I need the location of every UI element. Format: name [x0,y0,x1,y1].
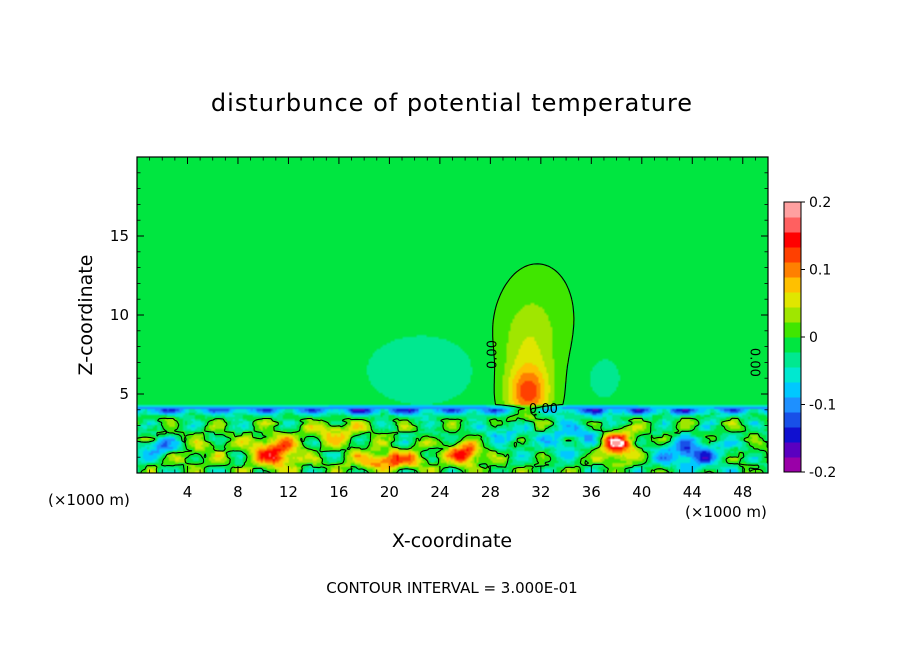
colorbar-swatch [784,367,801,383]
contour-label: 0.00 [529,402,558,417]
colorbar-tick-label: 0 [809,330,818,346]
x-tick-label: 44 [683,483,702,501]
x-tick-label: 20 [380,483,399,501]
colorbar-swatch [784,292,801,308]
x-tick-label: 16 [329,483,348,501]
x-tick-label: 32 [531,483,550,501]
x-tick-label: 48 [733,483,752,501]
x-unit-label-left: (×1000 m) [48,491,130,509]
colorbar-swatch [784,352,801,368]
colorbar-swatch [784,247,801,263]
chart-title: disturbunce of potential temperature [211,89,693,117]
colorbar-swatch [784,277,801,293]
colorbar-swatch [784,382,801,398]
colorbar-swatch [784,397,801,413]
contour-label: 0.00 [486,340,501,369]
y-axis-ticks: 5 10 15 [110,172,768,458]
contour-labels: 0.00 0.00 0.00 [486,340,762,417]
colorbar-swatch [784,337,801,353]
y-axis-label: Z-coordinate [75,255,97,376]
x-tick-label: 24 [430,483,449,501]
contour-interval-note: CONTOUR INTERVAL = 3.000E-01 [326,579,577,597]
colorbar-swatch [784,412,801,428]
colorbar-swatch [784,322,801,338]
y-tick-label: 10 [110,306,129,324]
colorbar-swatch [784,457,801,473]
colorbar-tick-label: -0.1 [809,398,836,414]
colorbar: 0.2 0.1 0 -0.1 -0.2 [783,195,836,481]
y-tick-label: 15 [110,227,129,245]
x-tick-label: 12 [279,483,298,501]
x-unit-label-right: (×1000 m) [685,503,767,521]
x-axis-label: X-coordinate [392,530,512,552]
colorbar-swatch [784,217,801,233]
x-tick-label: 4 [183,483,193,501]
colorbar-tick-label: -0.2 [809,465,836,481]
x-axis-ticks: 4 8 12 16 20 24 28 32 36 40 44 48 [149,157,756,501]
heatmap-field [137,157,768,473]
contour-line [137,263,768,473]
contour-lines [137,263,768,473]
colorbar-tick-label: 0.2 [809,195,831,211]
colorbar-swatch [784,232,801,248]
colorbar-swatch [784,442,801,458]
plot-area: 0.00 0.000.00 4 8 12 16 20 24 28 32 36 40 44 48 5101… [110,156,769,501]
x-tick-label: 40 [632,483,651,501]
x-tick-label: 28 [481,483,500,501]
colorbar-swatch [784,262,801,278]
colorbar-swatch [784,307,801,323]
x-tick-label: 36 [582,483,601,501]
colorbar-swatch [784,427,801,443]
colorbar-swatch [784,202,801,218]
y-tick-label: 5 [119,385,129,403]
contour-label: 0.00 [746,348,761,377]
colorbar-tick-label: 0.1 [809,263,831,279]
x-tick-label: 8 [233,483,243,501]
